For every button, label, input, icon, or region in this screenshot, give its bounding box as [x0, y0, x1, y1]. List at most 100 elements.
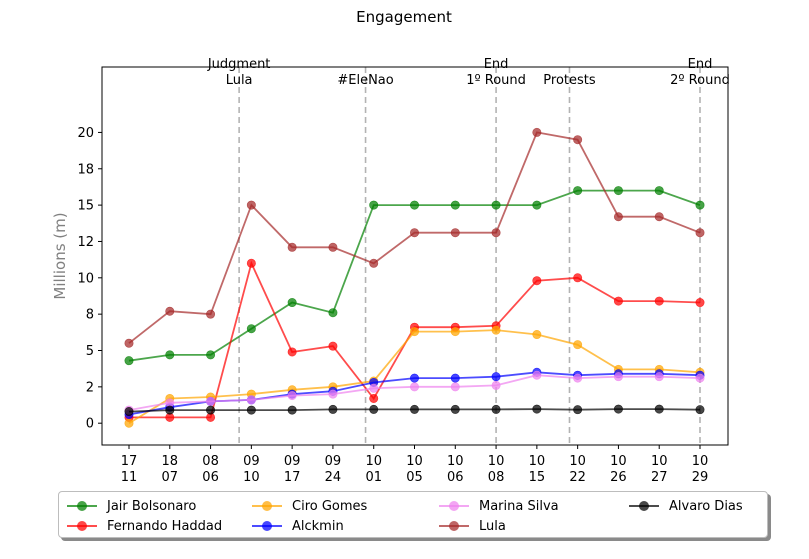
x-tick-label: 18 — [162, 454, 179, 469]
data-point — [287, 298, 297, 308]
data-point — [573, 186, 583, 196]
legend-swatch — [65, 516, 99, 536]
x-tick-label: 22 — [569, 470, 586, 485]
x-tick-label: 10 — [488, 454, 505, 469]
data-point — [246, 324, 256, 334]
data-point — [491, 228, 501, 238]
x-tick-label: 10 — [447, 454, 464, 469]
legend-label: Alckmin — [292, 518, 344, 534]
y-tick-label: 18 — [77, 162, 94, 177]
x-tick-label: 10 — [406, 454, 423, 469]
data-point — [124, 338, 134, 348]
data-point — [450, 327, 460, 337]
data-point — [654, 372, 664, 382]
series-alvaro-dias — [124, 404, 705, 417]
data-point — [654, 186, 664, 196]
data-point — [409, 373, 419, 383]
data-point — [695, 298, 705, 308]
x-tick-label: 27 — [651, 470, 668, 485]
x-tick-label: 06 — [447, 470, 464, 485]
data-point — [573, 340, 583, 350]
x-tick-label: 08 — [488, 470, 505, 485]
x-tick-label: 08 — [202, 454, 219, 469]
data-point — [532, 200, 542, 210]
data-point — [491, 380, 501, 390]
data-point — [695, 373, 705, 383]
legend-item: Marina Silva — [437, 496, 559, 516]
data-point — [654, 212, 664, 222]
data-point — [165, 350, 175, 360]
x-tick-label: 09 — [284, 454, 301, 469]
legend-label: Marina Silva — [479, 498, 559, 514]
data-point — [613, 372, 623, 382]
x-tick-label: 09 — [243, 454, 260, 469]
legend-label: Fernando Haddad — [107, 518, 223, 534]
data-point — [287, 242, 297, 252]
y-tick-label: 0 — [86, 417, 94, 432]
legend-swatch — [437, 516, 471, 536]
x-tick-label: 17 — [284, 470, 301, 485]
data-point — [369, 404, 379, 414]
x-tick-label: 10 — [692, 454, 709, 469]
event-label: End — [484, 57, 509, 72]
data-point — [328, 308, 338, 318]
series-lines — [124, 127, 705, 428]
data-point — [328, 242, 338, 252]
legend-swatch — [65, 496, 99, 516]
y-tick-label: 12 — [77, 235, 94, 250]
data-point — [246, 258, 256, 268]
data-point — [532, 276, 542, 286]
data-point — [491, 200, 501, 210]
legend-label: Ciro Gomes — [292, 498, 368, 514]
data-point — [450, 200, 460, 210]
x-tick-label: 15 — [529, 470, 546, 485]
legend-item: Ciro Gomes — [250, 496, 367, 516]
data-point — [613, 404, 623, 414]
data-point — [532, 404, 542, 414]
data-point — [573, 135, 583, 145]
event-label: Lula — [226, 73, 253, 88]
data-point — [369, 393, 379, 403]
data-point — [573, 373, 583, 383]
legend-swatch — [250, 496, 284, 516]
data-point — [409, 228, 419, 238]
data-point — [206, 350, 216, 360]
y-tick-label: 15 — [77, 199, 94, 214]
legend-item: Lula — [437, 516, 506, 536]
x-tick-label: 05 — [406, 470, 423, 485]
x-tick-label: 10 — [365, 454, 382, 469]
x-tick-label: 06 — [202, 470, 219, 485]
data-point — [491, 404, 501, 414]
y-tick-label: 2 — [86, 380, 94, 395]
data-point — [654, 296, 664, 306]
data-point — [613, 186, 623, 196]
x-tick-label: 10 — [651, 454, 668, 469]
chart-legend: Jair Bolsonaro Fernando Haddad Ciro Gomes A… — [58, 491, 768, 538]
x-tick-label: 29 — [692, 470, 709, 485]
x-tick-label: 24 — [325, 470, 342, 485]
legend-label: Lula — [479, 518, 506, 534]
y-axis-label: Millions (m) — [51, 212, 69, 299]
data-point — [409, 404, 419, 414]
series-marina-silva — [124, 370, 705, 415]
data-point — [165, 405, 175, 415]
x-tick-label: 07 — [162, 470, 179, 485]
event-label: Protests — [543, 73, 596, 88]
x-tick-label: 01 — [365, 470, 382, 485]
data-point — [409, 382, 419, 392]
data-point — [695, 228, 705, 238]
x-tick-label: 10 — [243, 470, 260, 485]
data-point — [450, 228, 460, 238]
legend-item: Jair Bolsonaro — [65, 496, 196, 516]
data-point — [369, 200, 379, 210]
series-lula — [124, 127, 705, 348]
legend-label: Jair Bolsonaro — [107, 498, 197, 514]
data-point — [328, 389, 338, 399]
data-point — [450, 373, 460, 383]
data-point — [491, 325, 501, 335]
data-point — [369, 258, 379, 268]
data-point — [491, 372, 501, 382]
x-tick-label: 10 — [569, 454, 586, 469]
x-tick-label: 26 — [610, 470, 627, 485]
